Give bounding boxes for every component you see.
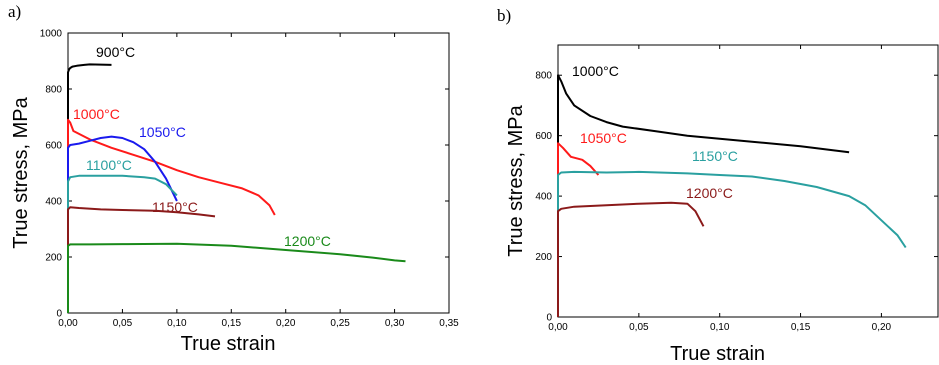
x-tick-label: 0,25 [330,318,350,329]
plot-frame [557,44,939,318]
x-tick-label: 0,10 [167,318,187,329]
x-axis-title: True strain [181,333,276,355]
y-tick-label: 200 [45,253,62,264]
series-label: 1050°C [139,124,186,140]
y-tick-label: 400 [535,192,552,203]
series-line-900c [67,63,112,313]
y-axis-title: True stress, MPa [10,96,32,248]
series-line-1200c [557,201,705,317]
y-tick-label: 800 [45,85,62,96]
x-tick-label: 0,15 [222,318,242,329]
series-line-1150c [557,170,907,317]
series-line-1150c [67,206,216,313]
x-tick-label: 0,10 [710,322,730,333]
x-tick-label: 0,05 [113,318,133,329]
y-tick-label: 0 [546,313,552,324]
series-line-1050c [67,135,178,313]
y-tick-label: 600 [535,131,552,142]
series-label: 1200°C [284,233,331,249]
chart-panel-2: b) 0,00 0,05 0,10 0,15 0,20 0 200 400 600 800 True … [497,6,939,365]
x-axis-title: True strain [670,343,765,365]
x-tick-label: 0,35 [439,318,459,329]
x-tick-label: 0,00 [58,318,78,329]
y-tick-label: 0 [56,309,62,320]
panel-label: a) [8,2,21,21]
x-tick-label: 0,05 [629,322,649,333]
series-line-1050c [557,142,600,317]
series-label: 1150°C [692,148,738,164]
series-line-1100c [67,174,178,313]
x-tick-label: 0,15 [791,322,811,333]
series-label: 900°C [96,44,135,60]
x-tick-label: 0,20 [872,322,892,333]
x-tick-label: 0,00 [548,322,568,333]
series-line-1200c [67,242,406,313]
series-line-1000c [557,74,850,317]
series-label: 1100°C [86,157,132,173]
plot-frame [67,32,450,314]
chart-panel-1: a) 0,00 0,05 0,10 0,15 0,20 0,25 0,30 0,35 0 200 40… [8,2,459,355]
y-tick-label: 400 [45,197,62,208]
series-label: 1150°C [152,199,198,215]
series-label: 1050°C [580,130,627,146]
series-label: 1200°C [686,185,733,201]
y-tick-label: 600 [45,141,62,152]
x-tick-label: 0,20 [276,318,296,329]
y-axis-title: True stress, MPa [505,104,527,256]
y-tick-label: 1000 [40,29,63,40]
series-line-1000c [67,118,276,313]
x-tick-label: 0,30 [385,318,405,329]
series-label: 1000°C [73,106,120,122]
y-tick-label: 200 [535,252,552,263]
panel-label: b) [497,6,511,25]
series-label: 1000°C [572,63,619,79]
y-tick-label: 800 [535,71,552,82]
